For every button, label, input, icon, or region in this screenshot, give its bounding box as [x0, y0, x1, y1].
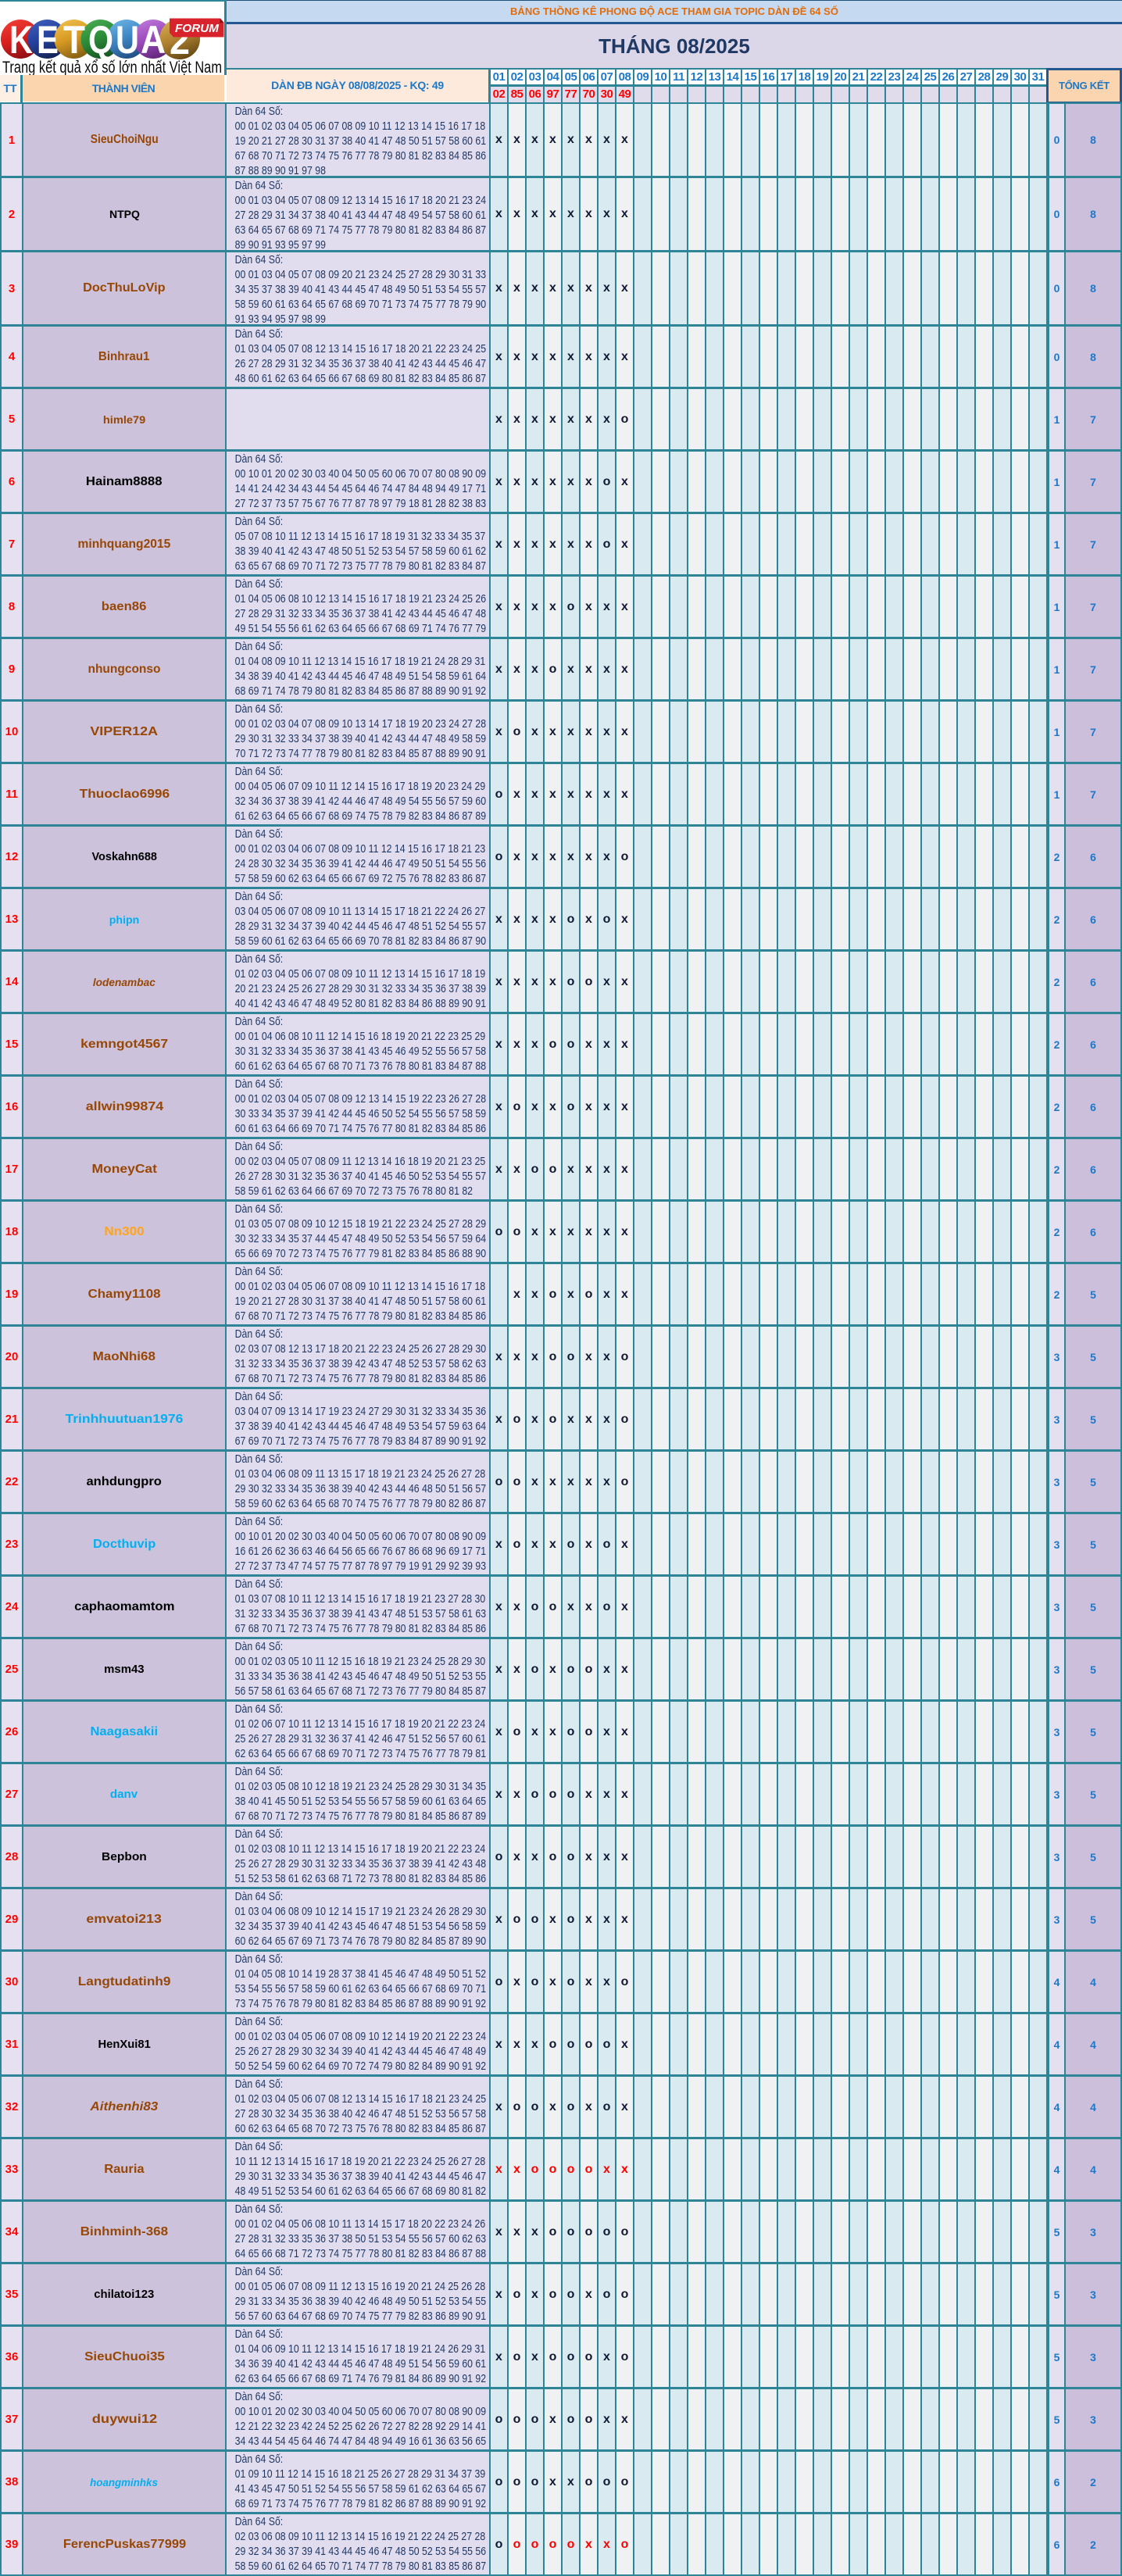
svg-text:Trang kết quả xổ số lớn nhất V: Trang kết quả xổ số lớn nhất Việt Nam [2, 59, 222, 75]
svg-text:FORUM: FORUM [175, 22, 220, 35]
svg-text:E: E [37, 18, 59, 62]
svg-text:Q: Q [88, 18, 113, 62]
svg-text:T: T [63, 18, 85, 62]
svg-text:U: U [116, 18, 139, 62]
svg-text:K: K [9, 18, 33, 62]
svg-text:A: A [141, 18, 166, 62]
